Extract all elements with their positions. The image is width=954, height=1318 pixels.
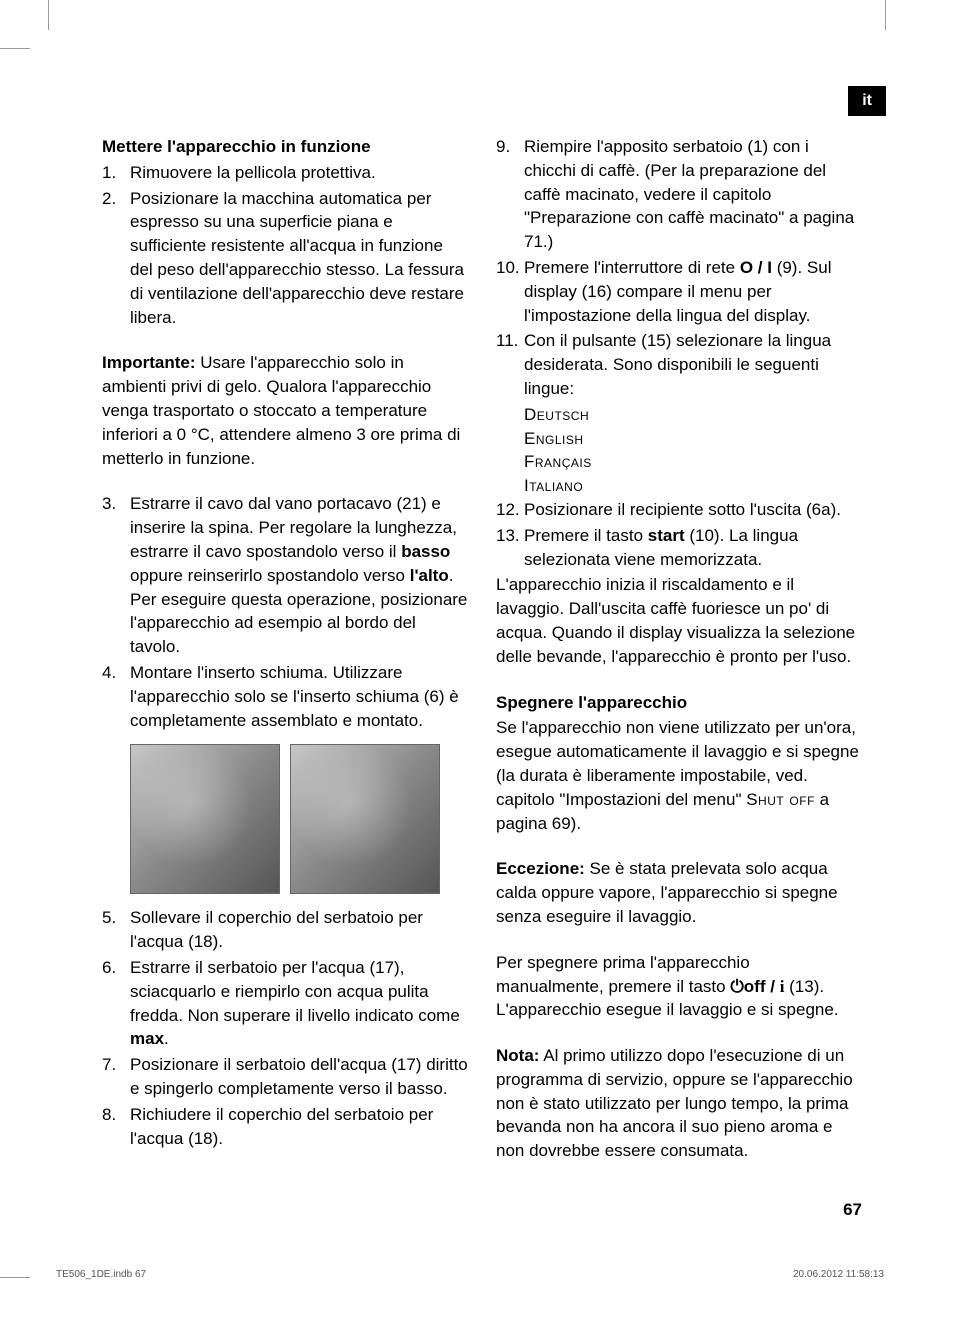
item-number: 11. (496, 329, 518, 353)
item-number: 2. (102, 187, 116, 211)
list-9-11: 9. Riempire l'apposito serbatoio (1) con… (496, 135, 862, 401)
footer-datetime: 20.06.2012 11:58:13 (793, 1268, 884, 1282)
language-option: Deutsch (524, 403, 862, 427)
item-text-mid: oppure reinserirlo spostandolo verso (130, 566, 410, 585)
text-pre: Per spegnere prima l'apparecchio manualm… (496, 953, 750, 996)
language-option: Italiano (524, 474, 862, 498)
item-text: Riempire l'apposito serbatoio (1) con i … (524, 137, 854, 251)
heading-setup: Mettere l'apparecchio in funzione (102, 135, 468, 159)
list-item: 10. Premere l'interruttore di rete O / I… (496, 256, 862, 327)
item-number: 4. (102, 661, 116, 685)
item-text: Con il pulsante (15) selezionare la ling… (524, 331, 831, 398)
list-item: 1. Rimuovere la pellicola protettiva. (102, 161, 468, 185)
item-number: 7. (102, 1053, 116, 1077)
nota-label: Nota: (496, 1046, 539, 1065)
page-content: Mettere l'apparecchio in funzione 1. Rim… (102, 135, 862, 1165)
page-number: 67 (843, 1198, 862, 1222)
item-number: 3. (102, 492, 116, 516)
item-text-pre: Premere il tasto (524, 526, 648, 545)
list-3-4: 3. Estrarre il cavo dal vano portacavo (… (102, 492, 468, 732)
item-number: 12. (496, 498, 520, 522)
list-1-2: 1. Rimuovere la pellicola protettiva. 2.… (102, 161, 468, 330)
item-bold: l'alto (410, 566, 449, 585)
item-text: Sollevare il coperchio del serbatoio per… (130, 908, 423, 951)
item-number: 6. (102, 956, 116, 980)
instruction-image-2 (290, 744, 440, 894)
item-text: Posizionare il recipiente sotto l'uscita… (524, 500, 841, 519)
item-bold: O / I (740, 258, 772, 277)
item-number: 1. (102, 161, 116, 185)
list-item: 11. Con il pulsante (15) selezionare la … (496, 329, 862, 400)
item-bold: start (648, 526, 685, 545)
standby-icon: ⏻ (730, 975, 743, 999)
list-item: 5. Sollevare il coperchio del serbatoio … (102, 906, 468, 954)
item-number: 8. (102, 1103, 116, 1127)
paragraph-nota: Nota: Al primo utilizzo dopo l'esecuzion… (496, 1044, 862, 1163)
importante-paragraph: Importante: Usare l'apparecchio solo in … (102, 351, 468, 470)
item-number: 9. (496, 135, 510, 159)
nota-text: Al primo utilizzo dopo l'esecuzione di u… (496, 1046, 853, 1160)
item-bold: max (130, 1029, 164, 1048)
language-list: Deutsch English Français Italiano (496, 403, 862, 498)
item-number: 5. (102, 906, 116, 930)
item-text: Rimuovere la pellicola protettiva. (130, 163, 376, 182)
left-column: Mettere l'apparecchio in funzione 1. Rim… (102, 135, 468, 1165)
list-item: 9. Riempire l'apposito serbatoio (1) con… (496, 135, 862, 254)
item-number: 10. (496, 256, 520, 280)
right-column: 9. Riempire l'apposito serbatoio (1) con… (496, 135, 862, 1165)
footer-filename: TE506_1DE.indb 67 (56, 1268, 146, 1282)
instruction-images (130, 744, 468, 894)
language-option: Français (524, 450, 862, 474)
list-item: 6. Estrarre il serbatoio per l'acqua (17… (102, 956, 468, 1051)
paragraph-manual-off: Per spegnere prima l'apparecchio manualm… (496, 951, 862, 1022)
paragraph-after-13: L'apparecchio inizia il riscaldamento e … (496, 573, 862, 668)
item-text-pre: Estrarre il serbatoio per l'acqua (17), … (130, 958, 460, 1025)
list-5-8: 5. Sollevare il coperchio del serbatoio … (102, 906, 468, 1150)
language-option: English (524, 427, 862, 451)
paragraph-eccezione: Eccezione: Se è stata prelevata solo acq… (496, 857, 862, 928)
heading-spegnere: Spegnere l'apparecchio (496, 691, 862, 715)
list-item: 3. Estrarre il cavo dal vano portacavo (… (102, 492, 468, 659)
item-text: Posizionare la macchina automatica per e… (130, 189, 464, 327)
item-text-post: . (164, 1029, 169, 1048)
item-bold: basso (401, 542, 450, 561)
item-text: Richiudere il coperchio del serbatoio pe… (130, 1105, 433, 1148)
instruction-image-1 (130, 744, 280, 894)
language-tab: it (848, 86, 886, 116)
off-label: off / (744, 977, 780, 996)
item-text: Montare l'inserto schiuma. Utilizzare l'… (130, 663, 459, 730)
list-item: 4. Montare l'inserto schiuma. Utilizzare… (102, 661, 468, 732)
list-item: 7. Posizionare il serbatoio dell'acqua (… (102, 1053, 468, 1101)
item-text-pre: Premere l'interruttore di rete (524, 258, 740, 277)
item-number: 13. (496, 524, 520, 548)
paragraph-spegnere: Se l'apparecchio non viene utilizzato pe… (496, 716, 862, 835)
eccezione-label: Eccezione: (496, 859, 585, 878)
list-item: 12. Posizionare il recipiente sotto l'us… (496, 498, 862, 522)
list-item: 8. Richiudere il coperchio del serbatoio… (102, 1103, 468, 1151)
list-12-13: 12. Posizionare il recipiente sotto l'us… (496, 498, 862, 571)
list-item: 13. Premere il tasto start (10). La ling… (496, 524, 862, 572)
item-text: Posizionare il serbatoio dell'acqua (17)… (130, 1055, 468, 1098)
importante-label: Importante: (102, 353, 196, 372)
list-item: 2. Posizionare la macchina automatica pe… (102, 187, 468, 330)
shut-off-label: Shut off (746, 790, 815, 809)
